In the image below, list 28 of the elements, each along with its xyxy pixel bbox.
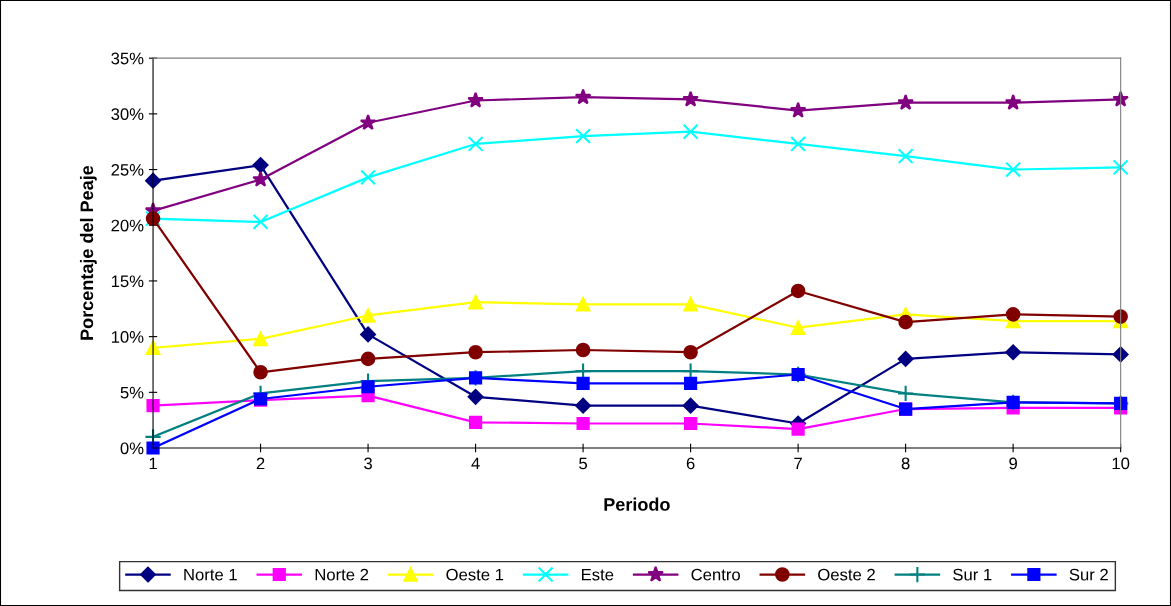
x-tick-label: 7 xyxy=(794,457,802,470)
legend-label: Oeste 1 xyxy=(446,568,504,581)
legend-label: Centro xyxy=(691,568,740,581)
x-tick-label: 5 xyxy=(579,457,588,470)
x-tick-label: 8 xyxy=(901,457,910,470)
x-tick-label: 2 xyxy=(256,457,265,470)
x-tick-label: 6 xyxy=(686,457,695,470)
legend-label: Oeste 2 xyxy=(818,568,875,581)
y-tick-label: 10% xyxy=(111,331,144,343)
y-tick-label: 15% xyxy=(111,275,144,288)
y-axis-title: Porcentaje del Peaje xyxy=(79,165,97,340)
legend-label: Sur 2 xyxy=(1069,568,1108,581)
y-tick-label: 5% xyxy=(120,386,144,399)
x-axis-title: Periodo xyxy=(604,497,670,511)
x-tick-label: 1 xyxy=(149,457,157,470)
legend-label: Norte 2 xyxy=(315,568,369,581)
legend-label: Norte 1 xyxy=(184,568,237,581)
y-tick-label: 25% xyxy=(111,163,144,176)
x-tick-label: 3 xyxy=(364,457,372,470)
y-tick-label: 20% xyxy=(111,219,144,232)
x-tick-label: 10 xyxy=(1112,457,1130,470)
y-tick-label: 0% xyxy=(120,442,144,455)
legend-label: Sur 1 xyxy=(953,568,992,581)
x-tick-label: 4 xyxy=(471,457,480,470)
x-tick-label: 9 xyxy=(1009,457,1017,470)
y-tick-label: 35% xyxy=(111,52,144,65)
legend-label: Este xyxy=(582,568,614,581)
y-tick-label: 30% xyxy=(111,108,144,121)
